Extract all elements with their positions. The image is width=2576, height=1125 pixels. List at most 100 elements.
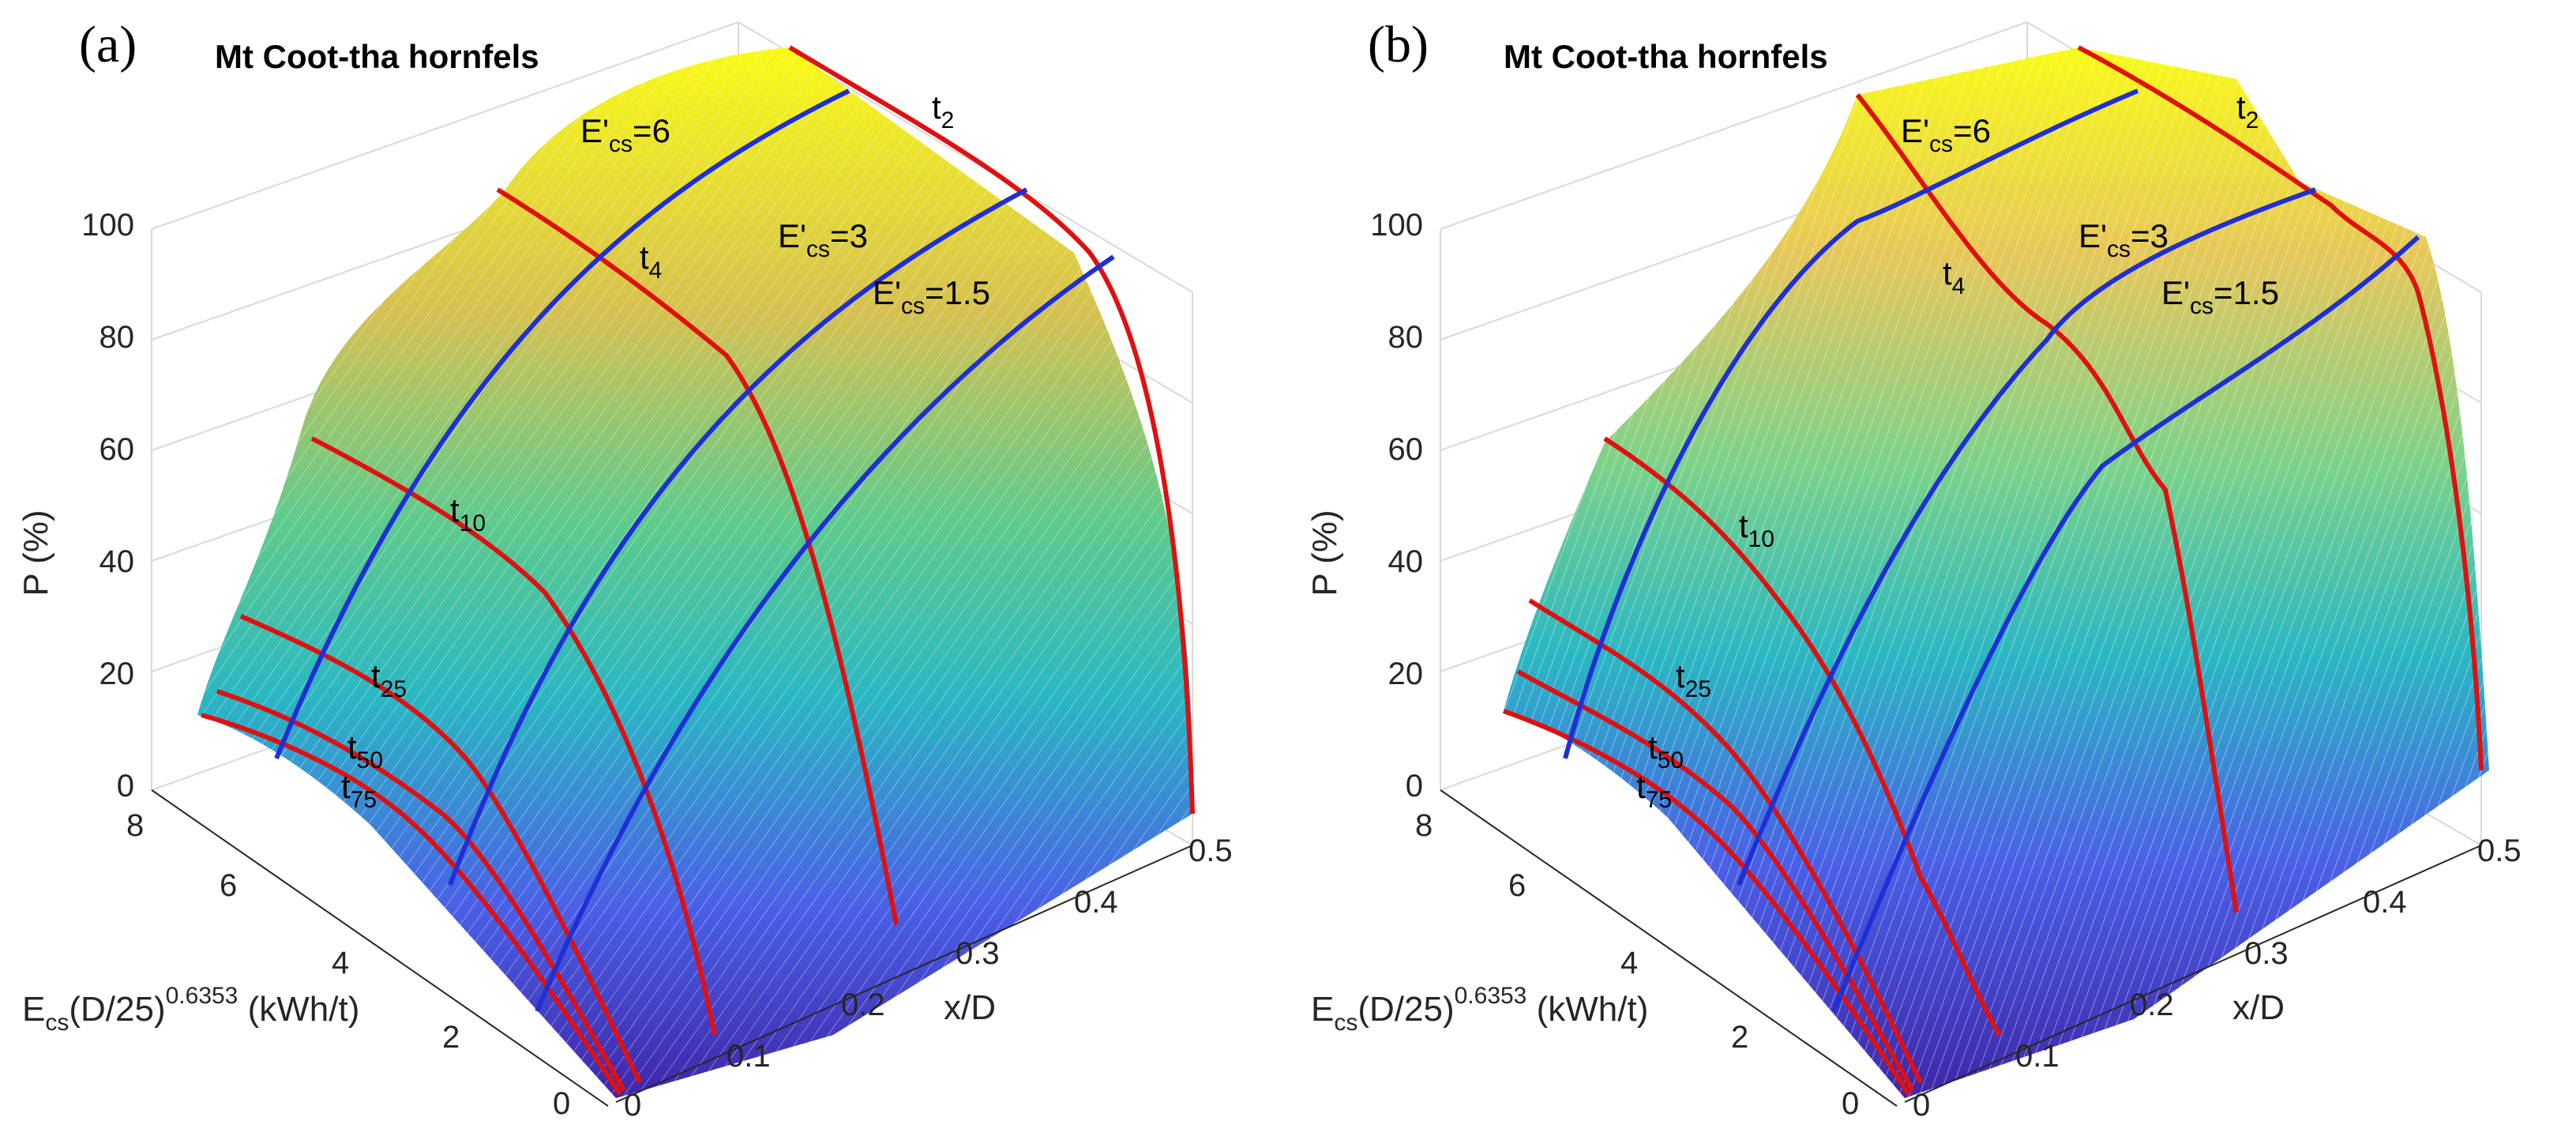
y-tick: 4 [1620,946,1638,980]
z-tick: 20 [1388,657,1424,691]
chart-title: Mt Coot-tha hornfels [1504,38,1828,75]
label-sub: 50 [1658,747,1684,773]
curve-labels: E'cs=6 E'cs=3 E'cs=1.5 t2 t4 t10 t25 t50… [1636,88,2279,813]
y-tick: 8 [126,808,144,843]
curve-ecs-6 [274,88,851,760]
label-t50: t50 [1648,728,1684,773]
y-tick: 2 [442,1020,460,1055]
label-sub: cs [2190,293,2214,319]
label-sub: 75 [351,787,377,813]
curve-ecs-3 [1737,187,2316,886]
x-tick: 0.4 [1074,885,1118,920]
label-main: t [1943,254,1952,292]
y-tick: 2 [1731,1020,1748,1055]
label-main: t [341,768,351,805]
label-tail: =3 [830,217,868,254]
y-tick: 6 [220,868,237,903]
label-main: E' [2161,274,2190,311]
z-ticks: 0 20 40 60 80 100 [81,208,134,803]
label-t10: t10 [450,491,486,536]
energy-curves [274,88,1115,1013]
label-sub: 25 [381,676,407,702]
y-axis-label: Ecs(D/25)0.6353 (kWh/t) [22,983,359,1036]
label-sub: 25 [1685,676,1711,702]
y-tick: 6 [1508,868,1526,903]
label-main: t [450,491,460,529]
curve-ecs-1.5 [535,254,1115,1013]
x-axis-line [615,845,1193,1103]
z-tick: 60 [100,432,135,467]
y-tick: 0 [1842,1086,1859,1121]
label-tail: =1.5 [2214,274,2279,311]
y-tick: 0 [553,1086,570,1121]
label-sub: 50 [357,747,383,773]
x-tick: 0 [624,1088,641,1123]
surface-mesh-lines [1504,47,2489,1098]
label-main: t [1739,507,1748,544]
x-tick: 0 [1913,1088,1930,1123]
curve-ecs-3 [448,187,1028,886]
label-main: t [347,728,357,766]
y-label-main: E [22,990,45,1029]
label-t25: t25 [1676,657,1711,702]
z-tick: 100 [81,208,134,243]
label-main: t [371,657,381,694]
z-tick: 40 [100,544,135,579]
y-tick: 4 [332,946,349,980]
x-tick: 0.5 [2477,833,2522,868]
x-tick: 0.3 [2244,936,2289,971]
curve-t4 [1855,93,2239,913]
curve-t50 [216,689,626,1092]
curve-t50 [1516,669,1915,1092]
panel-label: (a) [79,16,137,73]
label-ecs-6: E'cs=6 [580,112,670,157]
label-ecs-3: E'cs=3 [2078,217,2169,262]
y-label-mid: (D/25) [69,990,165,1029]
y-label-main: E [1311,990,1334,1029]
y-axis: 8 6 4 2 0 [1415,789,1898,1121]
x-axis: 0 0.1 0.2 0.3 0.4 0.5 [615,833,1233,1123]
label-main: t [1648,728,1658,766]
label-main: E' [2078,217,2107,254]
z-tick: 20 [100,657,135,691]
x-axis: 0 0.1 0.2 0.3 0.4 0.5 [1904,833,2522,1123]
label-t2: t2 [2236,88,2259,134]
panel-label: (b) [1368,16,1429,73]
label-tail: =3 [2131,217,2169,254]
label-t50: t50 [347,728,383,773]
z-tick: 60 [1388,432,1424,467]
z-tick: 80 [1388,320,1424,355]
y-axis-label: Ecs(D/25)0.6353 (kWh/t) [1311,983,1648,1036]
product-curves [1502,45,2484,1096]
x-tick: 0.1 [2015,1039,2060,1074]
z-tick: 80 [100,320,135,355]
x-tick: 0.2 [2130,988,2174,1022]
label-tail: =6 [1953,112,1991,149]
x-tick: 0.4 [2363,885,2407,920]
x-tick: 0.2 [841,988,885,1022]
label-sub: cs [806,236,830,262]
label-sub: cs [2107,236,2131,262]
curve-labels: E'cs=6 E'cs=3 E'cs=1.5 t2 t4 t10 t25 t50… [341,88,990,813]
curve-t75 [1502,709,1911,1096]
label-main: E' [778,217,806,254]
label-ecs-1.5: E'cs=1.5 [873,274,990,319]
label-sub: cs [609,131,633,157]
y-label-tail: (kWh/t) [238,990,359,1029]
label-sub: 4 [649,258,663,284]
y-tick: 8 [1415,808,1433,843]
label-main: E' [1901,112,1929,149]
label-t10: t10 [1739,507,1774,552]
panel-a: (a) Mt Coot-tha hornfels 0 20 40 60 80 1… [17,16,1233,1123]
label-sub: cs [901,293,925,319]
chart-title: Mt Coot-tha hornfels [215,38,539,75]
label-t75: t75 [341,768,377,813]
y-label-sup: 0.6353 [1455,983,1527,1009]
y-axis-line [151,789,609,1107]
x-axis-label: x/D [944,988,996,1027]
y-label-tail: (kWh/t) [1526,990,1648,1029]
z-tick: 100 [1370,208,1423,243]
label-sub: 2 [941,107,955,134]
label-sub: 4 [1952,273,1966,299]
curve-t2 [788,45,1195,815]
